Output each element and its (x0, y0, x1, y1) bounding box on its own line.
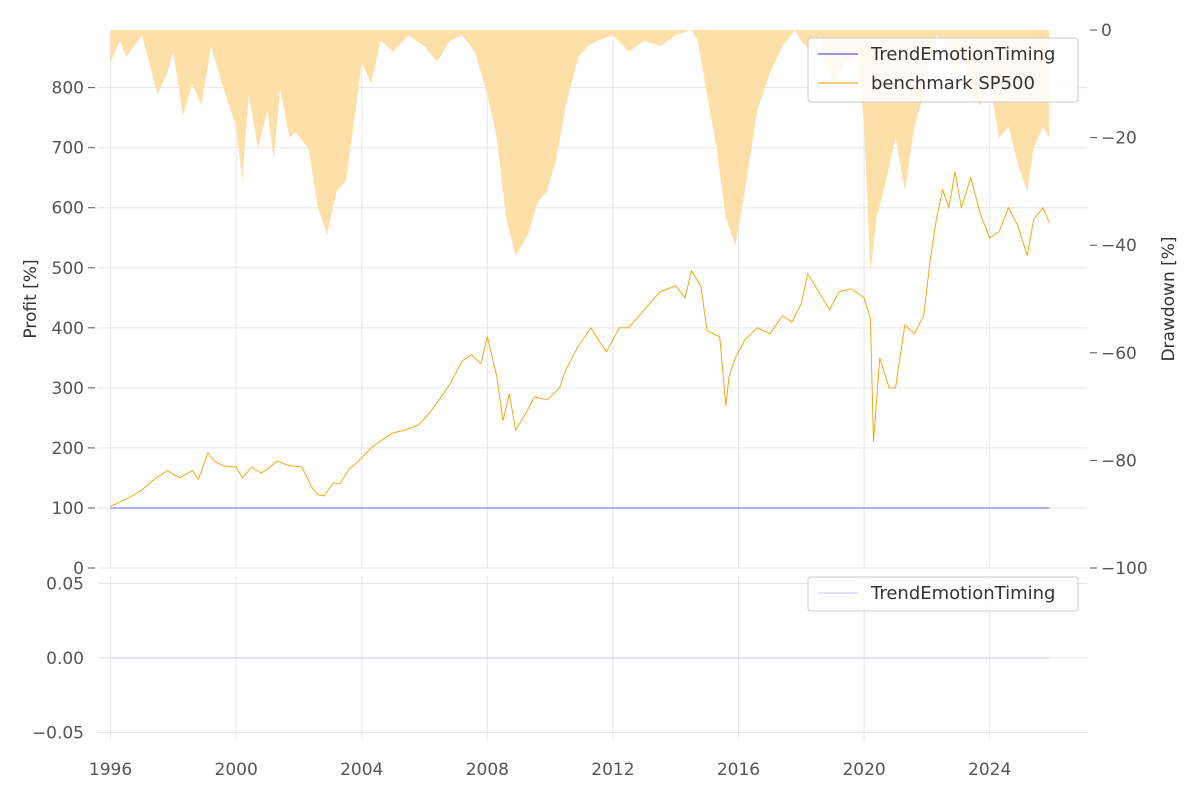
legend-bottom-label: TrendEmotionTiming (870, 583, 1055, 604)
x-tick-label: 2024 (968, 760, 1011, 780)
x-tick-label: 2008 (466, 760, 509, 780)
bottom-tick-label: 0.00 (46, 649, 84, 669)
top-legend: TrendEmotionTiming benchmark SP500 (807, 37, 1079, 103)
profit-tick-label: 700 (52, 139, 84, 159)
x-tick-label: 2004 (340, 760, 383, 780)
profit-axis-label: Profit [%] (21, 259, 41, 338)
profit-tick-label: 300 (52, 379, 84, 399)
bottom-panel: 0.05 0.00 −0.05 1996 2000 2004 2008 2012 2016 20… (32, 574, 1087, 780)
profit-axis-ticks: 0 100 200 300 400 500 600 700 800 (52, 79, 95, 579)
bottom-legend: TrendEmotionTiming (807, 576, 1079, 612)
profit-tick-label: 200 (52, 439, 84, 459)
bottom-axis-ticks: 0.05 0.00 −0.05 (32, 574, 84, 743)
drawdown-tick-label: −40 (1101, 236, 1137, 256)
bottom-legend-box (807, 576, 1079, 612)
profit-tick-label: 600 (52, 199, 84, 219)
x-tick-label: 2012 (591, 760, 634, 780)
drawdown-tick-label: −100 (1101, 559, 1148, 579)
drawdown-axis-label: Drawdown [%] (1159, 236, 1179, 361)
x-axis-ticks: 1996 2000 2004 2008 2012 2016 2020 2024 (89, 760, 1011, 780)
profit-tick-label: 400 (52, 319, 84, 339)
profit-tick-label: 100 (52, 499, 84, 519)
x-tick-label: 2020 (842, 760, 885, 780)
legend-benchmark-label: benchmark SP500 (871, 73, 1035, 94)
top-legend-box (807, 37, 1079, 103)
x-tick-label: 2016 (717, 760, 760, 780)
drawdown-tick-label: −60 (1101, 344, 1137, 364)
profit-tick-label: 500 (52, 259, 84, 279)
profit-drawdown-panel: 0 100 200 300 400 500 600 700 800 0 −20 −40 −60 −80 −… (21, 21, 1179, 579)
bottom-tick-label: −0.05 (32, 724, 84, 744)
legend-strategy-label: TrendEmotionTiming (870, 44, 1055, 65)
drawdown-tick-label: 0 (1101, 21, 1112, 41)
x-tick-label: 2000 (215, 760, 258, 780)
benchmark-line (110, 171, 1050, 507)
drawdown-area (110, 30, 1050, 273)
drawdown-axis-ticks: 0 −20 −40 −60 −80 −100 (1090, 21, 1148, 579)
bottom-tick-label: 0.05 (46, 574, 84, 594)
profit-tick-label: 0 (73, 559, 84, 579)
profit-tick-label: 800 (52, 79, 84, 99)
x-tick-label: 1996 (89, 760, 132, 780)
drawdown-tick-label: −80 (1101, 451, 1137, 471)
drawdown-tick-label: −20 (1101, 129, 1137, 149)
